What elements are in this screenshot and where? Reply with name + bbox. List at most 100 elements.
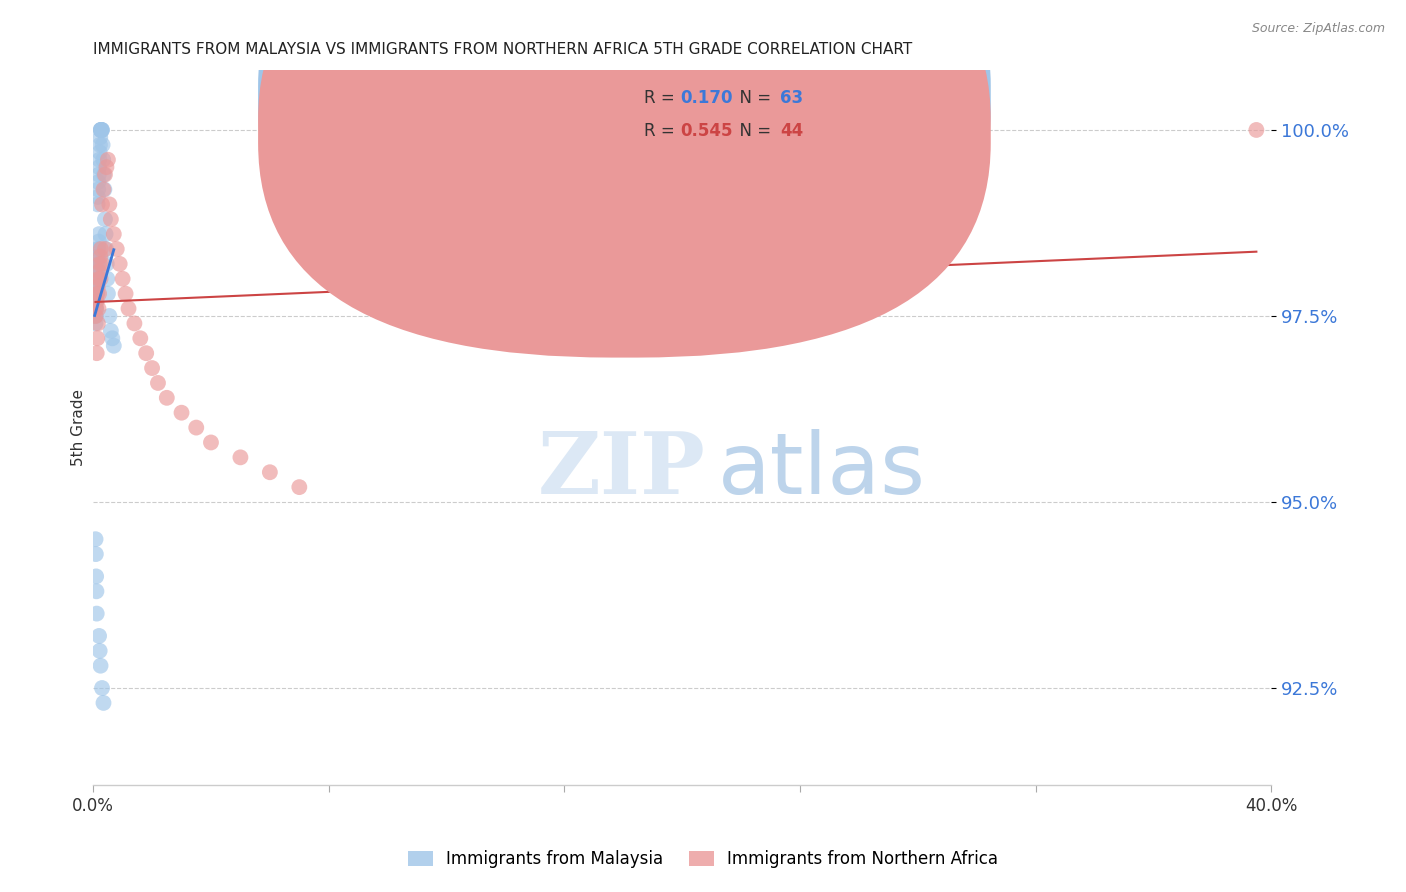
Point (86, 331, 108, 345)
Point (93, 168, 115, 182)
Point (87, 190, 110, 204)
Point (117, 301, 139, 316)
Text: R =: R = (644, 122, 681, 140)
Text: ZIP: ZIP (538, 428, 706, 512)
Point (87, 227, 110, 241)
Point (186, 420, 208, 434)
Point (84, 279, 107, 293)
Point (91, 681, 114, 695)
Point (91, 153, 114, 167)
Point (86, 197, 108, 211)
Point (84, 317, 107, 331)
Point (89, 145, 111, 160)
Legend: Immigrants from Malaysia, Immigrants from Northern Africa: Immigrants from Malaysia, Immigrants fro… (402, 844, 1004, 875)
Point (86, 584, 108, 599)
Point (84, 569, 107, 583)
Point (86, 286, 108, 301)
Point (89, 249, 111, 263)
Point (93, 182, 115, 196)
Point (84, 301, 107, 316)
Text: atlas: atlas (717, 429, 925, 512)
Point (135, 346, 157, 360)
Point (86, 346, 108, 360)
Point (87, 279, 110, 293)
Point (87, 317, 110, 331)
Point (84, 547, 107, 561)
Point (90, 123, 112, 137)
Point (129, 331, 152, 345)
Point (89, 644, 111, 658)
Point (84, 286, 107, 301)
Point (86, 249, 108, 263)
Point (87, 264, 110, 278)
Point (229, 450, 252, 465)
Point (86, 272, 108, 286)
Text: N =: N = (730, 88, 776, 106)
Text: 63: 63 (780, 88, 803, 106)
Point (111, 272, 134, 286)
Y-axis label: 5th Grade: 5th Grade (72, 389, 86, 467)
Point (94, 242, 117, 256)
Point (141, 361, 163, 376)
Point (87, 182, 110, 196)
Point (87, 286, 110, 301)
Point (200, 435, 222, 450)
Point (97, 286, 120, 301)
Point (84, 294, 107, 309)
Point (87, 249, 110, 263)
Point (90, 123, 112, 137)
Point (84, 309, 107, 323)
Point (108, 257, 131, 271)
Point (84, 532, 107, 546)
Point (83, 309, 105, 323)
Point (94, 242, 117, 256)
Point (87, 257, 110, 271)
Point (94, 227, 117, 241)
Point (86, 286, 108, 301)
Point (87, 235, 110, 249)
Point (103, 227, 125, 241)
Point (103, 339, 125, 353)
FancyBboxPatch shape (593, 70, 841, 163)
Point (96, 160, 118, 174)
Point (87, 160, 110, 174)
Point (91, 257, 114, 271)
Point (84, 309, 107, 323)
Point (96, 272, 118, 286)
Point (93, 696, 115, 710)
Point (86, 257, 108, 271)
Point (100, 212, 122, 227)
Point (90, 123, 112, 137)
Point (84, 301, 107, 316)
Point (84, 272, 107, 286)
Point (87, 175, 110, 189)
Point (90, 272, 112, 286)
Point (90, 658, 112, 673)
Text: N =: N = (730, 122, 776, 140)
Point (86, 294, 108, 309)
FancyBboxPatch shape (259, 0, 991, 324)
Point (87, 272, 110, 286)
Point (93, 182, 115, 196)
Point (91, 123, 114, 137)
Text: Source: ZipAtlas.com: Source: ZipAtlas.com (1251, 22, 1385, 36)
Point (101, 331, 124, 345)
Point (84, 301, 107, 316)
Point (89, 257, 111, 271)
Point (87, 301, 110, 316)
Point (90, 242, 112, 256)
Point (90, 123, 112, 137)
Point (1246, 123, 1268, 137)
Point (87, 242, 110, 256)
Text: 44: 44 (780, 122, 803, 140)
Point (170, 406, 193, 420)
FancyBboxPatch shape (259, 0, 991, 358)
Point (156, 391, 179, 405)
Point (96, 257, 118, 271)
Text: 0.545: 0.545 (679, 122, 733, 140)
Point (90, 123, 112, 137)
Point (89, 130, 111, 145)
Point (146, 376, 169, 390)
Point (89, 153, 111, 167)
Point (259, 465, 281, 479)
